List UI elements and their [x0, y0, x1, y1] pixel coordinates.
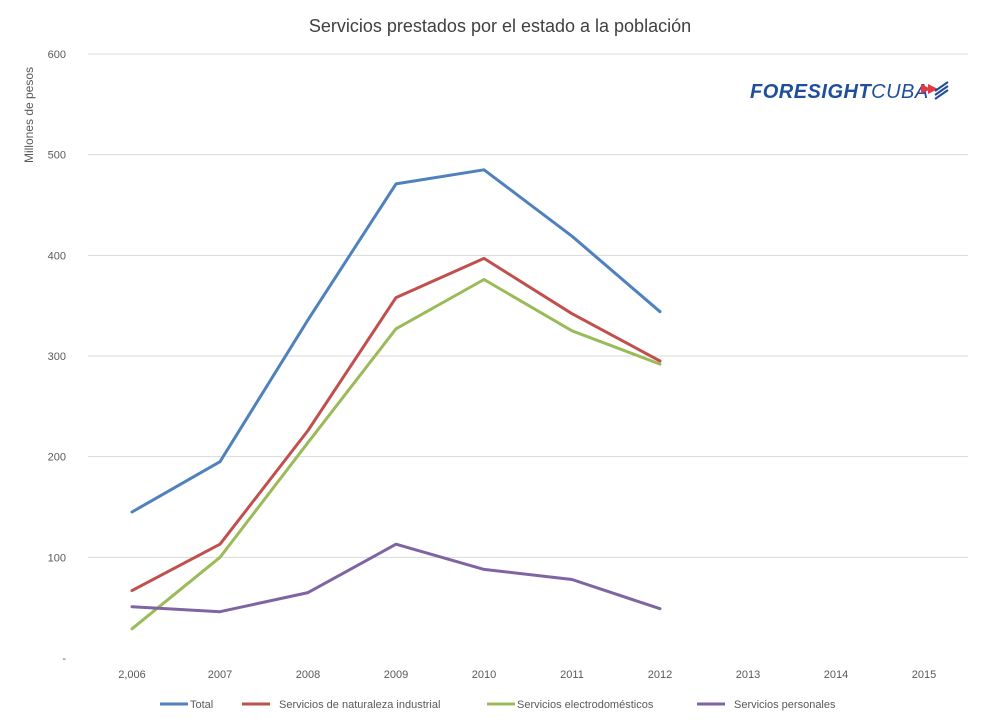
logo-text-cuba: CUBA	[871, 81, 929, 103]
x-tick-label: 2,006	[118, 669, 146, 681]
series-line-servicios-de-naturaleza-industrial	[130, 256, 662, 593]
logo-text-foresight: FORESIGHT	[750, 81, 872, 103]
series-lines	[130, 168, 662, 631]
y-tick-label: 400	[48, 250, 66, 262]
y-tick-label: 500	[48, 150, 66, 162]
x-tick-label: 2015	[912, 669, 936, 681]
legend-label: Total	[190, 699, 213, 711]
gridlines	[88, 53, 968, 558]
y-axis-label: Millones de pesos	[22, 67, 36, 163]
y-axis-ticks: - 100 200 300 400 500 600	[48, 49, 67, 665]
series-line-servicios-personales	[130, 542, 662, 614]
x-tick-label: 2012	[648, 669, 672, 681]
y-tick-label: 300	[48, 351, 66, 363]
y-tick-label: 600	[48, 49, 66, 61]
y-tick-label: 200	[48, 452, 66, 464]
y-tick-label: 100	[48, 552, 66, 564]
x-tick-label: 2008	[296, 669, 320, 681]
legend-label: Servicios electrodomésticos	[517, 699, 654, 711]
series-line-total	[130, 168, 662, 514]
legend: Total Servicios de naturaleza industrial S…	[160, 699, 836, 711]
x-tick-label: 2010	[472, 669, 496, 681]
x-tick-label: 2013	[736, 669, 760, 681]
series-line-servicios-electrodom-sticos	[130, 278, 662, 631]
legend-label: Servicios personales	[734, 699, 836, 711]
x-tick-label: 2007	[208, 669, 232, 681]
x-tick-label: 2009	[384, 669, 408, 681]
chart-title: Servicios prestados por el estado a la p…	[309, 16, 691, 36]
x-tick-label: 2014	[824, 669, 848, 681]
foresightcuba-logo: FORESIGHTCUBA	[750, 81, 949, 103]
x-tick-label: 2011	[560, 669, 584, 681]
x-axis-ticks: 2,006 2007 2008 2009 2010 2011 2012 2013 2014 201…	[118, 669, 936, 681]
y-tick-label: -	[62, 653, 66, 665]
logo-arrows-icon	[921, 81, 949, 100]
legend-label: Servicios de naturaleza industrial	[279, 699, 440, 711]
svg-text:FORESIGHTCUBA: FORESIGHTCUBA	[750, 81, 929, 103]
